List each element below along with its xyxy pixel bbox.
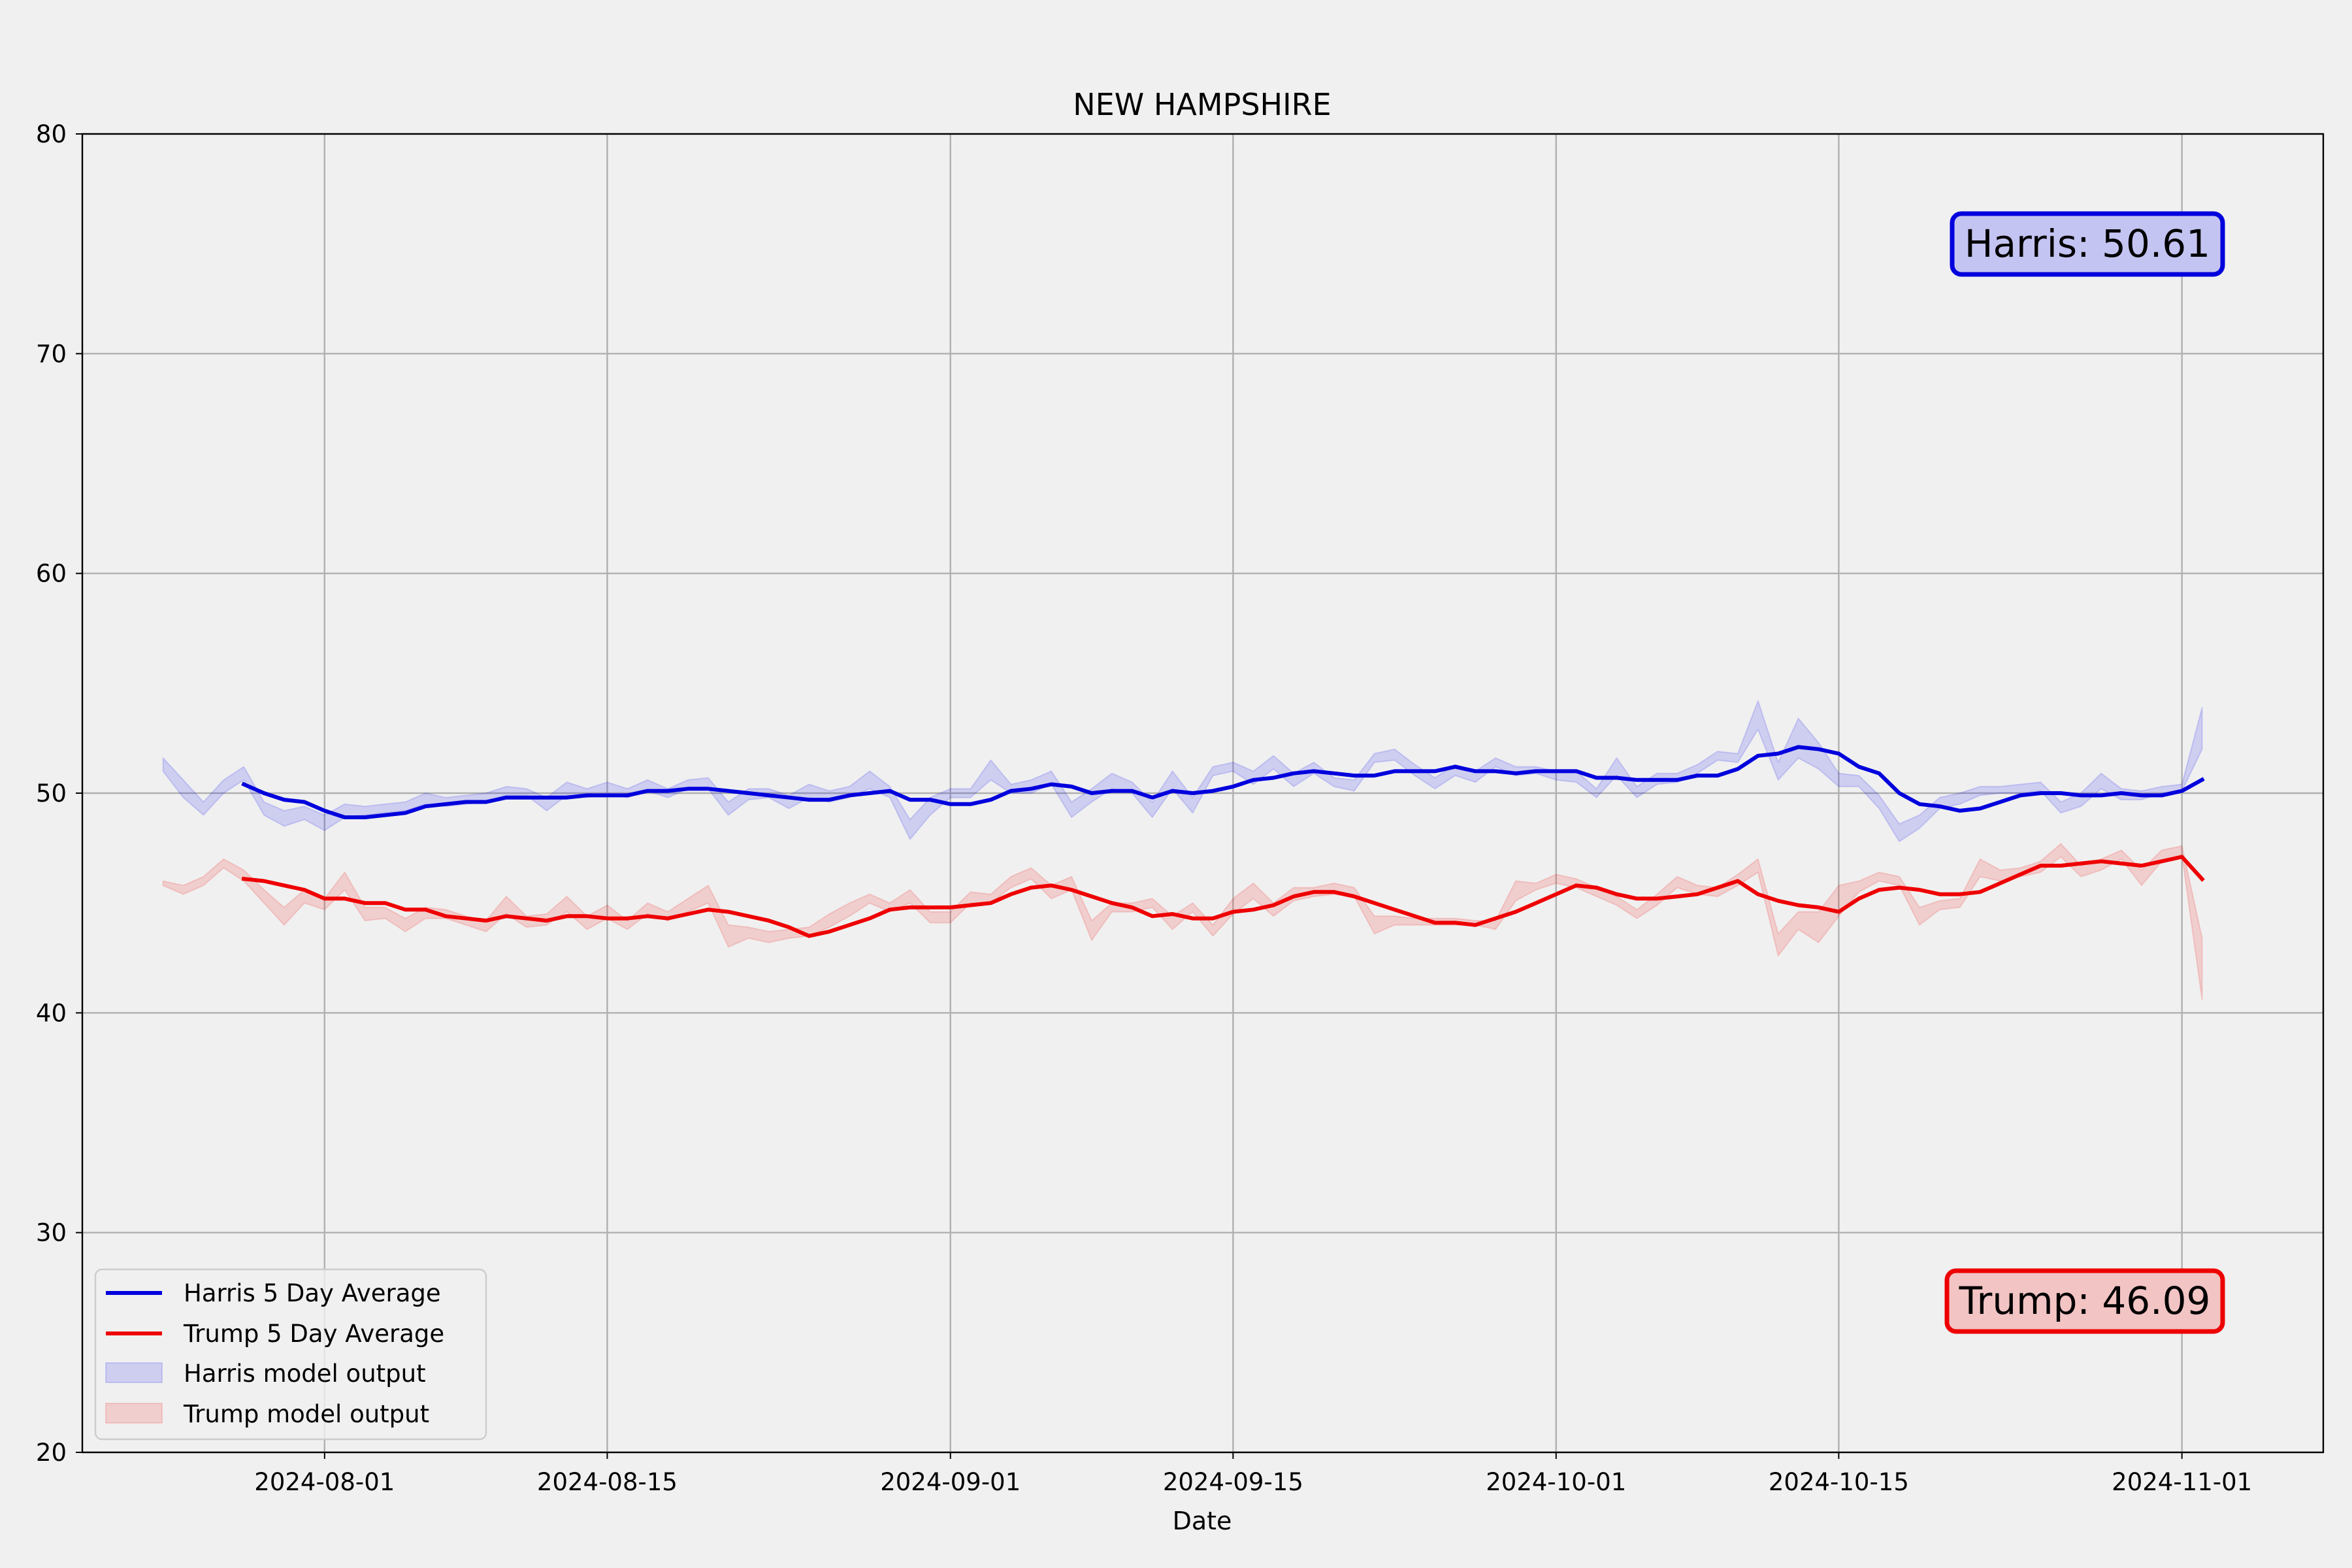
- legend-box: [94, 1268, 487, 1441]
- trump-badge-box: [1944, 1268, 2225, 1334]
- y-tick-label-70: 70: [36, 340, 67, 368]
- harris-badge-text: Harris: 50.61: [1965, 221, 2210, 266]
- average-lines: [241, 745, 2205, 938]
- x-tick-label-2024-09-15: 2024-09-15: [1163, 1468, 1303, 1496]
- band-trump-model-output: [162, 843, 2203, 1001]
- x-axis: 2024-08-01 2024-08-15 2024-09-01 2024-09-15…: [254, 1452, 2252, 1496]
- chart-title: NEW HAMPSHIRE: [1073, 87, 1331, 122]
- x-tick-label-2024-08-15: 2024-08-15: [537, 1468, 678, 1496]
- legend-swatch-trump-model: [105, 1403, 163, 1424]
- trump-badge-text: Trump: 46.09: [1959, 1279, 2211, 1323]
- y-tick-label-40: 40: [36, 999, 67, 1027]
- y-tick-label-20: 20: [36, 1439, 67, 1467]
- legend-label-harris-average: Harris 5 Day Average: [184, 1279, 441, 1307]
- trump-final-badge: Trump: 46.09: [1944, 1268, 2225, 1334]
- y-tick-label-80: 80: [36, 120, 67, 148]
- harris-badge-box: [1950, 211, 2225, 277]
- legend-label-harris-model: Harris model output: [184, 1360, 426, 1388]
- legend: Harris 5 Day Average Trump 5 Day Average…: [94, 1268, 487, 1441]
- line-harris-5-day-average: [241, 745, 2205, 819]
- legend-swatch-harris-model: [105, 1362, 163, 1383]
- x-tick-label-2024-08-01: 2024-08-01: [254, 1468, 395, 1496]
- x-tick-label-2024-10-01: 2024-10-01: [1486, 1468, 1626, 1496]
- model-output-bands: [162, 700, 2203, 1001]
- y-tick-label-30: 30: [36, 1219, 67, 1247]
- x-tick-label-2024-10-15: 2024-10-15: [1769, 1468, 1909, 1496]
- harris-final-badge: Harris: 50.61: [1950, 211, 2225, 277]
- band-harris-model-output: [162, 700, 2203, 842]
- line-trump-5-day-average: [241, 855, 2205, 938]
- legend-label-trump-model: Trump model output: [183, 1400, 429, 1428]
- y-axis: 20 30 40 50 60 70 80: [36, 120, 82, 1467]
- x-tick-label-2024-11-01: 2024-11-01: [2112, 1468, 2252, 1496]
- x-axis-label: Date: [1173, 1507, 1232, 1535]
- y-tick-label-50: 50: [36, 779, 67, 808]
- legend-label-trump-average: Trump 5 Day Average: [183, 1320, 444, 1348]
- x-tick-label-2024-09-01: 2024-09-01: [880, 1468, 1021, 1496]
- y-tick-label-60: 60: [36, 560, 67, 588]
